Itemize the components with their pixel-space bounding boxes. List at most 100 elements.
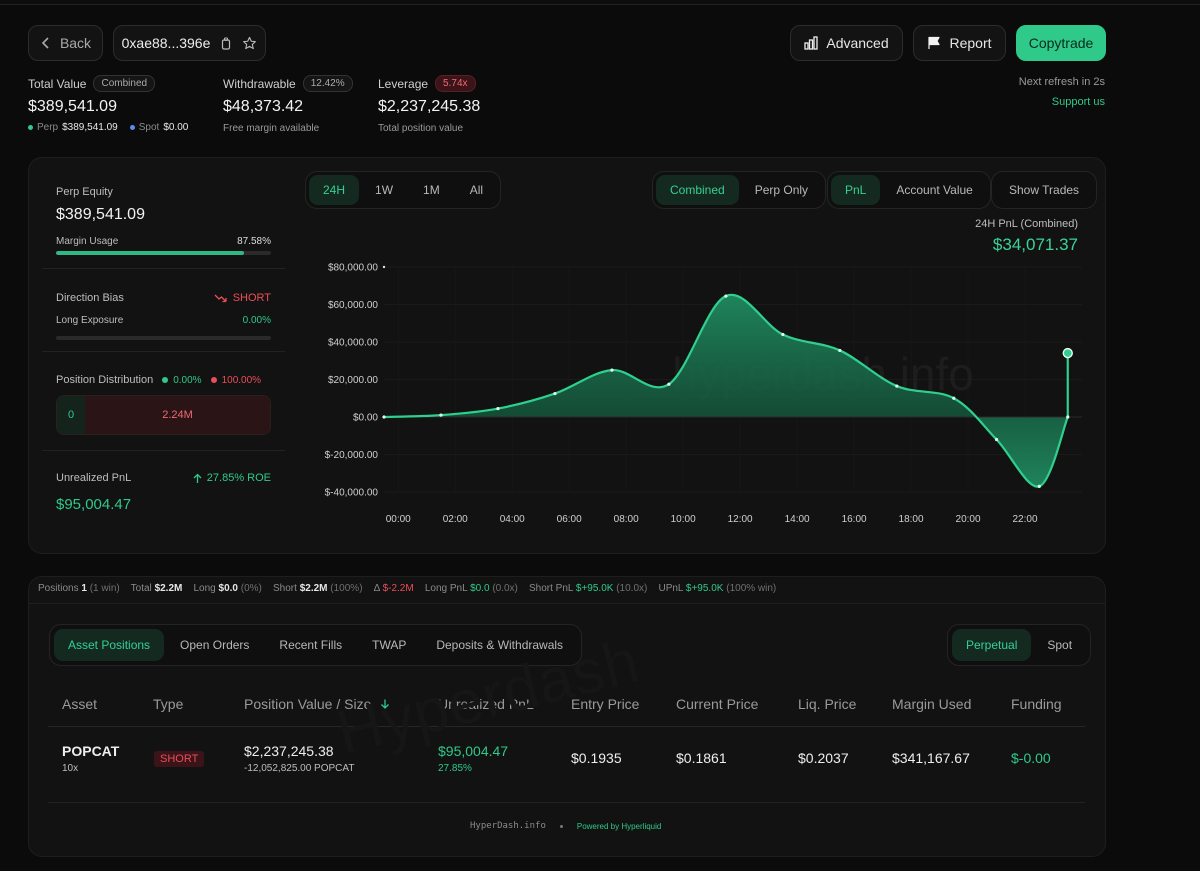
dist-short-value: 2.24M — [162, 409, 193, 421]
pnl-data-point[interactable] — [1037, 484, 1041, 488]
pnl-data-point[interactable] — [952, 396, 956, 400]
column-header-funding[interactable]: Funding — [1011, 696, 1062, 712]
pnl-period-label: 24H PnL (Combined) — [975, 218, 1078, 230]
tab-open-orders[interactable]: Open Orders — [180, 638, 250, 652]
pnl-data-point[interactable] — [610, 368, 614, 372]
x-tick-label: 04:00 — [500, 514, 525, 525]
pnl-data-point[interactable] — [895, 384, 899, 388]
column-header-unrealized-pnl[interactable]: Unrealized PnL — [438, 696, 534, 712]
x-tick-label: 10:00 — [671, 514, 696, 525]
time-tab-1w[interactable]: 1W — [375, 183, 394, 197]
pnl-data-point[interactable] — [667, 382, 671, 386]
copy-icon[interactable] — [220, 37, 232, 50]
address-chip[interactable]: 0xae88...396e — [113, 25, 266, 61]
table-header-divider — [48, 726, 1085, 727]
direction-bias-indicator: SHORT — [150, 292, 271, 304]
mode-tab-combined[interactable]: Combined — [656, 175, 739, 205]
leverage-badge: 5.74x — [435, 75, 476, 92]
metric-tab-pnl[interactable]: PnL — [831, 175, 881, 205]
show-trades-button[interactable]: Show Trades — [1009, 183, 1080, 197]
pnl-data-point[interactable] — [553, 391, 557, 396]
advanced-label: Advanced — [826, 35, 889, 51]
footer-brand[interactable]: HyperDash.info — [470, 821, 546, 831]
pnl-chart[interactable]: hyperdash.info $80,000.00$60,000.00$40,0… — [300, 250, 1100, 540]
tab-twap[interactable]: TWAP — [372, 638, 407, 652]
y-tick-label: $0.00 — [353, 413, 378, 424]
column-header-current-price[interactable]: Current Price — [676, 696, 759, 712]
pnl-data-point[interactable] — [781, 332, 785, 337]
stat-delta-label: Δ — [373, 583, 380, 594]
withdrawable-label: Withdrawable — [223, 76, 296, 91]
time-tab-24h[interactable]: 24H — [309, 175, 360, 205]
mode-tab-perp-only[interactable]: Perp Only — [754, 183, 809, 197]
pnl-data-point[interactable] — [838, 348, 842, 353]
column-header-type[interactable]: Type — [153, 696, 184, 712]
tab-asset-positions[interactable]: Asset Positions — [54, 629, 165, 661]
show-trades-toggle[interactable]: Show Trades — [991, 171, 1098, 209]
support-link[interactable]: Support us — [1051, 96, 1105, 108]
stat-upnl-note: (100% win) — [726, 583, 777, 594]
column-header-entry-price[interactable]: Entry Price — [571, 696, 640, 712]
dist-long-pct: 0.00% — [173, 374, 202, 386]
time-tab-1m[interactable]: 1M — [423, 183, 440, 197]
footer-separator — [559, 824, 563, 828]
left-divider-1 — [42, 268, 285, 269]
spot-dot-icon — [129, 125, 135, 130]
pnl-data-point[interactable] — [439, 413, 443, 417]
combined-badge: Combined — [93, 75, 156, 92]
tab-deposits-withdrawals[interactable]: Deposits & Withdrawals — [436, 638, 564, 652]
stat-total-label: Total — [130, 583, 152, 594]
star-icon[interactable] — [242, 36, 257, 51]
x-tick-label: 18:00 — [899, 514, 924, 525]
time-tab-all[interactable]: All — [469, 183, 484, 197]
window-top-edge — [0, 0, 1200, 5]
dist-short-pct: 100.00% — [221, 374, 262, 386]
margin-usage-bar — [56, 251, 271, 255]
back-button[interactable]: Back — [28, 25, 103, 61]
column-header-asset[interactable]: Asset — [62, 696, 98, 712]
copytrade-button[interactable]: Copytrade — [1016, 25, 1106, 61]
pnl-area-negative — [384, 417, 1068, 487]
pnl-current-point[interactable] — [1062, 347, 1073, 359]
y-tick-label: $20,000.00 — [328, 375, 378, 386]
short-dot-icon — [210, 377, 217, 383]
sort-down-icon[interactable] — [379, 698, 391, 710]
tab-recent-fills[interactable]: Recent Fills — [279, 638, 343, 652]
y-tick-label: $-40,000.00 — [325, 488, 379, 499]
stat-longpnl-value: $0.0 — [470, 583, 490, 594]
metric-tabs: PnL Account Value — [827, 171, 991, 209]
y-tick-label: $80,000.00 — [328, 263, 378, 274]
arrow-up-icon — [193, 473, 202, 483]
current-price: $0.1861 — [676, 750, 727, 766]
asset-name[interactable]: POPCAT — [62, 743, 120, 759]
advanced-button[interactable]: Advanced — [790, 25, 903, 61]
pnl-period-value: $34,071.37 — [992, 235, 1078, 254]
pnl-data-point[interactable] — [496, 406, 500, 411]
pnl-data-point[interactable] — [994, 437, 999, 442]
column-header-position-value-size[interactable]: Position Value / Size — [244, 696, 391, 712]
withdrawable-sub: Free margin available — [223, 123, 320, 134]
metric-tab-account-value[interactable]: Account Value — [896, 183, 973, 197]
x-tick-label: 14:00 — [785, 514, 810, 525]
y-tick-label: $40,000.00 — [328, 338, 378, 349]
pnl-data-point[interactable] — [1066, 415, 1070, 419]
long-exposure-bar — [56, 336, 271, 340]
distribution-short-segment: 2.24M — [85, 396, 270, 434]
column-header-margin-used[interactable]: Margin Used — [892, 696, 972, 712]
x-tick-label: 00:00 — [386, 514, 411, 525]
x-tick-label: 08:00 — [614, 514, 639, 525]
unrealized-pnl-pct: 27.85% — [438, 763, 472, 774]
back-label: Back — [59, 35, 92, 51]
long-exposure-value: 0.00% — [242, 315, 271, 326]
market-tab-perpetual[interactable]: Perpetual — [952, 629, 1032, 661]
footer-powered[interactable]: Powered by Hyperliquid — [576, 821, 662, 831]
column-header-liq-price[interactable]: Liq. Price — [798, 696, 857, 712]
report-button[interactable]: Report — [913, 25, 1006, 61]
left-divider-2 — [42, 351, 285, 352]
market-tab-spot[interactable]: Spot — [1047, 638, 1073, 652]
pnl-data-point[interactable] — [724, 294, 728, 298]
stat-short-value: $2.2M — [299, 583, 328, 594]
refresh-timer: Next refresh in 2s — [1018, 76, 1105, 88]
asset-leverage: 10x — [62, 763, 79, 774]
pnl-data-point[interactable] — [382, 415, 386, 419]
